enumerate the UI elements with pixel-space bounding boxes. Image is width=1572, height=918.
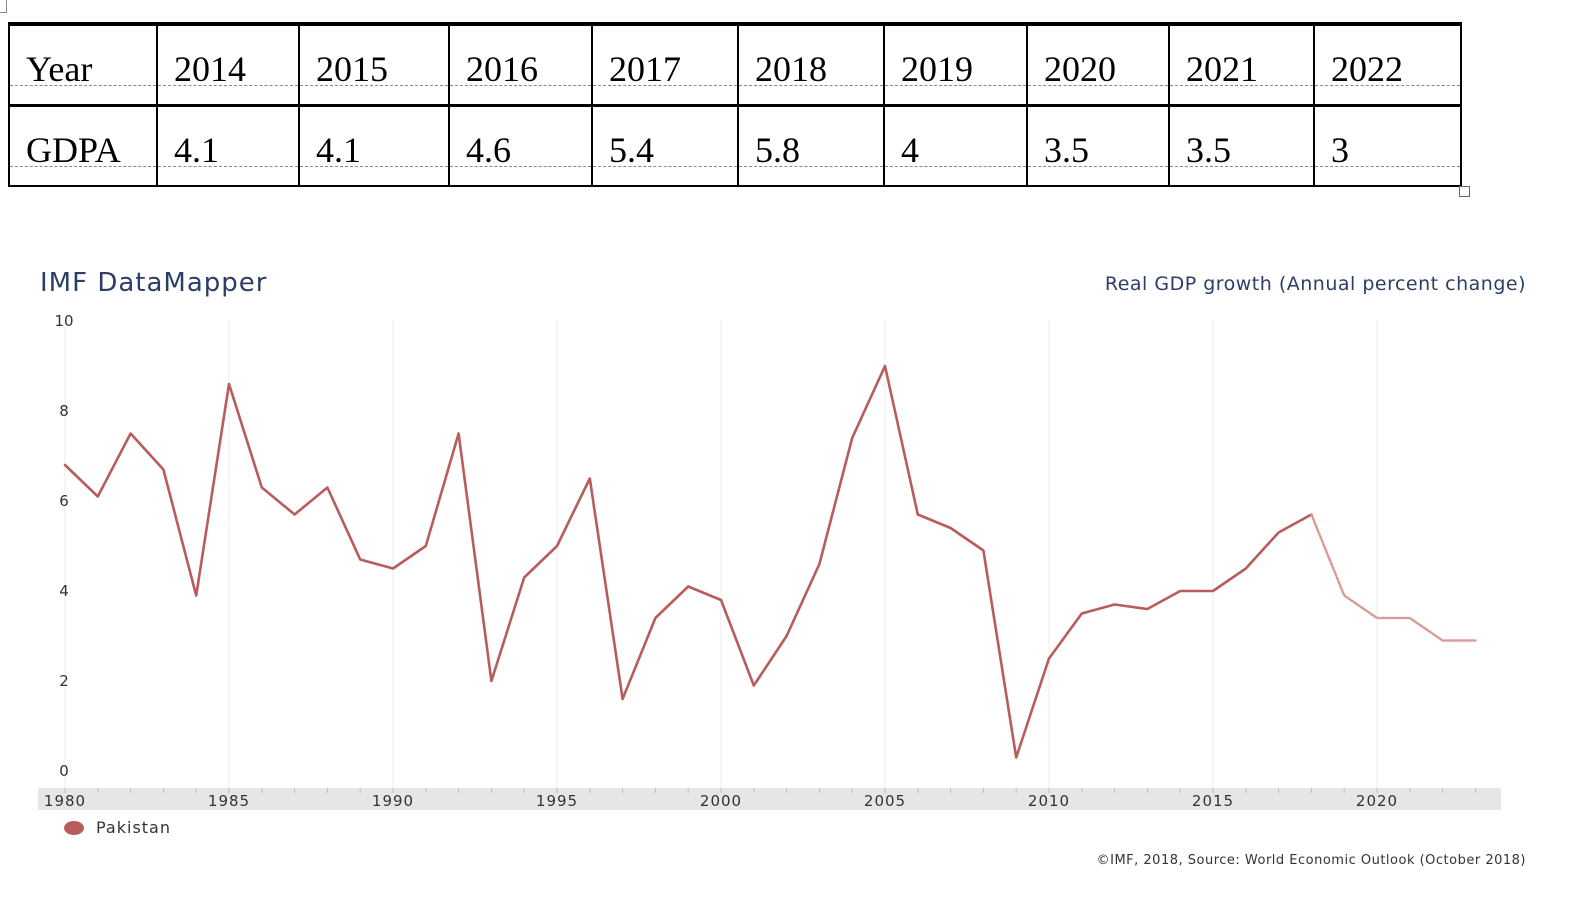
x-tick-label: 1990 <box>372 792 414 810</box>
table-header-row: Year 2014 2015 2016 2017 2018 2019 2020 … <box>8 22 1462 107</box>
y-tick-label: 4 <box>59 582 69 600</box>
legend-label: Pakistan <box>96 818 171 837</box>
x-axis-band <box>38 788 1501 810</box>
table-cell[interactable]: 2018 <box>737 22 885 107</box>
table-cell[interactable]: 2017 <box>591 22 739 107</box>
table-cell[interactable]: 5.4 <box>591 104 739 187</box>
y-tick-label: 2 <box>59 672 69 690</box>
legend-dot-icon <box>64 820 84 835</box>
table-row: GDPA 4.1 4.1 4.6 5.4 5.8 4 3.5 3.5 3 <box>8 104 1462 187</box>
table-cell[interactable]: 2020 <box>1026 22 1170 107</box>
x-tick-label: 2015 <box>1192 792 1234 810</box>
table-cell[interactable]: 4 <box>883 104 1028 187</box>
table-cell[interactable]: 2022 <box>1313 22 1462 107</box>
table-cell[interactable]: 3 <box>1313 104 1462 187</box>
gdp-table: Year 2014 2015 2016 2017 2018 2019 2020 … <box>8 22 1462 187</box>
table-cell[interactable]: 2021 <box>1168 22 1315 107</box>
table-cell[interactable]: 2016 <box>448 22 593 107</box>
table-cell[interactable]: 5.8 <box>737 104 885 187</box>
table-cell[interactable]: Year <box>8 22 158 107</box>
x-tick-label: 1985 <box>208 792 250 810</box>
y-tick-label: 10 <box>54 312 73 330</box>
y-tick-label: 0 <box>59 762 69 780</box>
table-cell[interactable]: 4.6 <box>448 104 593 187</box>
x-tick-label: 1980 <box>44 792 86 810</box>
table-cell[interactable]: GDPA <box>8 104 158 187</box>
y-tick-label: 6 <box>59 492 69 510</box>
x-tick-label: 2010 <box>1028 792 1070 810</box>
table-cell[interactable]: 4.1 <box>156 104 300 187</box>
table-cell[interactable]: 2019 <box>883 22 1028 107</box>
corner-mark <box>0 0 7 13</box>
line-chart: 1980 1985 1990 1995 2000 2005 2010 2015 2020 0 2 4 6… <box>38 312 1501 810</box>
table-cell[interactable]: 4.1 <box>298 104 450 187</box>
copyright-note: ©IMF, 2018, Source: World Economic Outlo… <box>1096 853 1526 868</box>
table-cell[interactable]: 3.5 <box>1026 104 1170 187</box>
x-tick-label: 2000 <box>700 792 742 810</box>
series-line-pakistan <box>63 364 1313 759</box>
table-resize-handle[interactable] <box>1459 186 1470 197</box>
x-tick-label: 1995 <box>536 792 578 810</box>
chart-subtitle: Real GDP growth (Annual percent change) <box>1104 273 1526 295</box>
chart-title: IMF DataMapper <box>40 268 268 298</box>
legend[interactable]: Pakistan <box>64 818 171 837</box>
x-tick-label: 2020 <box>1356 792 1398 810</box>
series-line-projection <box>1310 513 1477 642</box>
y-tick-label: 8 <box>59 402 69 420</box>
x-tick-label: 2005 <box>864 792 906 810</box>
table-cell[interactable]: 3.5 <box>1168 104 1315 187</box>
table-cell[interactable]: 2015 <box>298 22 450 107</box>
table-cell[interactable]: 2014 <box>156 22 300 107</box>
